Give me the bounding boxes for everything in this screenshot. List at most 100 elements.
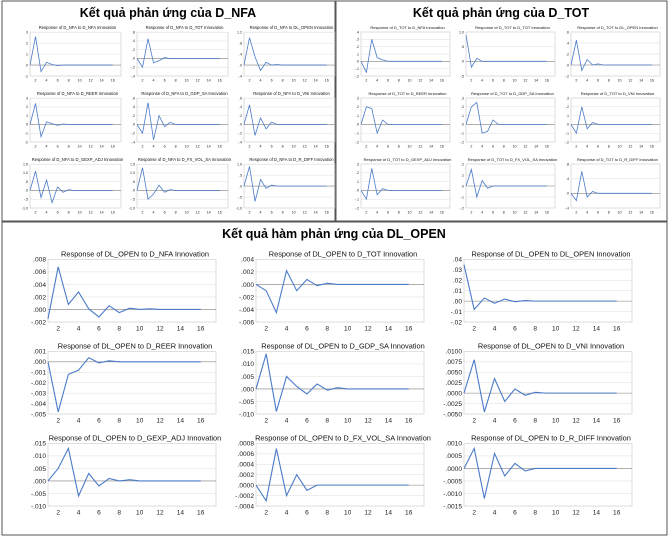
y-tick-label: .004: [241, 257, 254, 264]
x-tick-label: 12: [303, 79, 307, 83]
y-tick-label: -.2: [355, 74, 359, 78]
x-tick-label: 14: [385, 418, 393, 425]
x-tick-label: 14: [593, 510, 601, 517]
y-tick-label: 1.0: [237, 162, 242, 166]
response-line: [463, 359, 617, 413]
x-tick-label: 10: [292, 211, 296, 215]
y-tick-label: .6: [239, 96, 242, 100]
x-tick-label: 4: [586, 145, 588, 149]
chart-open-5: Response of DL_OPEN to D_VNI Innovation.…: [443, 341, 633, 425]
x-tick-label: 8: [533, 326, 537, 333]
x-tick-label: 14: [314, 79, 318, 83]
chart-open-0: Response of DL_OPEN to D_NFA Innovation.…: [31, 249, 217, 333]
y-tick-label: .0: [132, 123, 135, 127]
y-tick-label: 3: [26, 30, 28, 34]
y-tick-label: .0008: [237, 441, 254, 448]
y-tick-label: .0000: [445, 390, 462, 397]
y-tick-label: .2: [132, 114, 135, 118]
y-tick-label: -.003: [31, 390, 46, 397]
chart-nfa-8: Response of D_NFA to D_R_DIFF Innovation…: [236, 157, 336, 215]
x-tick-label: 12: [572, 418, 580, 425]
x-tick-label: 8: [68, 79, 70, 83]
x-tick-label: 14: [314, 145, 318, 149]
chart-title: Response of DL_OPEN to D_FX_VOL_SA Innov…: [255, 433, 431, 442]
chart-title: Response of D_TOT to DL_OPEN Innovation: [577, 25, 657, 30]
y-tick-label: -.0004: [235, 503, 254, 510]
y-tick-label: .2: [356, 45, 359, 49]
x-tick-label: 12: [572, 510, 580, 517]
y-tick-label: -.5: [460, 74, 464, 78]
x-tick-label: 10: [344, 510, 352, 517]
x-tick-label: 8: [68, 145, 70, 149]
y-tick-label: .5: [239, 173, 242, 177]
y-tick-label: .0: [239, 63, 242, 67]
y-tick-label: -.01: [451, 309, 463, 316]
chart-title: Response of D_TOT to D_VNI Innovation: [581, 91, 654, 96]
chart-title: Response of D_NFA to D_GDP_SA Innovation: [141, 91, 228, 96]
y-tick-label: .0005: [445, 453, 462, 460]
x-tick-label: 10: [513, 79, 517, 83]
y-tick-label: -1: [25, 74, 28, 78]
x-tick-label: 4: [260, 145, 262, 149]
response-line: [463, 446, 617, 499]
x-tick-label: 14: [429, 145, 433, 149]
y-tick-label: -1.0: [129, 206, 135, 210]
y-tick-label: .4: [239, 52, 242, 56]
y-tick-label: -.0015: [443, 503, 462, 510]
y-tick-label: .0: [356, 189, 359, 193]
x-tick-label: 2: [35, 145, 37, 149]
x-tick-label: 14: [177, 510, 185, 517]
y-tick-label: .8: [566, 162, 569, 166]
y-tick-label: .000: [241, 386, 254, 393]
response-line: [360, 168, 442, 201]
y-tick-label: 1.0: [459, 30, 464, 34]
x-tick-label: 8: [68, 211, 70, 215]
chart-title: Response of D_NFA to D_NFA Innovation: [39, 25, 117, 30]
y-tick-label: -.001: [31, 370, 46, 377]
response-line: [47, 446, 201, 498]
x-tick-label: 4: [46, 211, 48, 215]
chart-nfa-3: Response of D_NFA to D_REER Innovation 3 2…: [25, 91, 122, 149]
chart-open-8: Response of DL_OPEN to D_R_DIFF Innovati…: [443, 433, 633, 517]
x-tick-label: 10: [136, 326, 144, 333]
x-tick-label: 12: [572, 326, 580, 333]
x-tick-label: 2: [56, 510, 60, 517]
x-tick-label: 2: [365, 79, 367, 83]
chart-title: Response of D_TOT to D_R_DIFF Innovation: [577, 157, 658, 162]
x-tick-label: 16: [440, 79, 444, 83]
y-tick-label: .5: [461, 45, 464, 49]
response-line: [360, 106, 442, 135]
chart-title: Response of DL_OPEN to D_GEXP_ADJ Innova…: [49, 433, 222, 442]
x-tick-label: 10: [618, 145, 622, 149]
y-tick-label: .0: [356, 123, 359, 127]
x-tick-label: 2: [470, 79, 472, 83]
x-tick-label: 2: [264, 510, 268, 517]
x-tick-label: 2: [575, 145, 577, 149]
response-line: [29, 36, 113, 73]
x-tick-label: 6: [387, 145, 389, 149]
x-tick-label: 16: [440, 145, 444, 149]
y-tick-label: -.002: [239, 294, 254, 301]
y-tick-label: 2: [26, 105, 28, 109]
x-tick-label: 6: [513, 510, 517, 517]
x-tick-label: 10: [344, 326, 352, 333]
x-tick-label: 12: [303, 145, 307, 149]
x-tick-label: 12: [364, 326, 372, 333]
y-tick-label: .1: [356, 52, 359, 56]
y-tick-label: 1: [26, 114, 28, 118]
chart-tot-2: Response of D_TOT to DL_OPEN Innovation.…: [565, 25, 661, 83]
y-tick-label: .0: [566, 192, 569, 196]
x-tick-label: 12: [523, 145, 527, 149]
y-tick-label: .4: [132, 105, 135, 109]
chart-tot-6: Response of D_TOT to D_GEXP_ADJ Innovati…: [355, 157, 452, 215]
y-tick-label: .04: [453, 257, 462, 264]
y-tick-label: -.2: [565, 140, 569, 144]
y-tick-label: -.2: [460, 206, 464, 210]
response-line: [255, 353, 409, 412]
y-tick-label: -.4: [131, 74, 135, 78]
x-tick-label: 16: [613, 418, 621, 425]
y-tick-label: .0000: [445, 466, 462, 473]
x-tick-label: 2: [249, 211, 251, 215]
x-tick-label: 16: [197, 510, 205, 517]
tot-section-header: Kết quả phản ứng của D_TOT: [413, 6, 590, 20]
